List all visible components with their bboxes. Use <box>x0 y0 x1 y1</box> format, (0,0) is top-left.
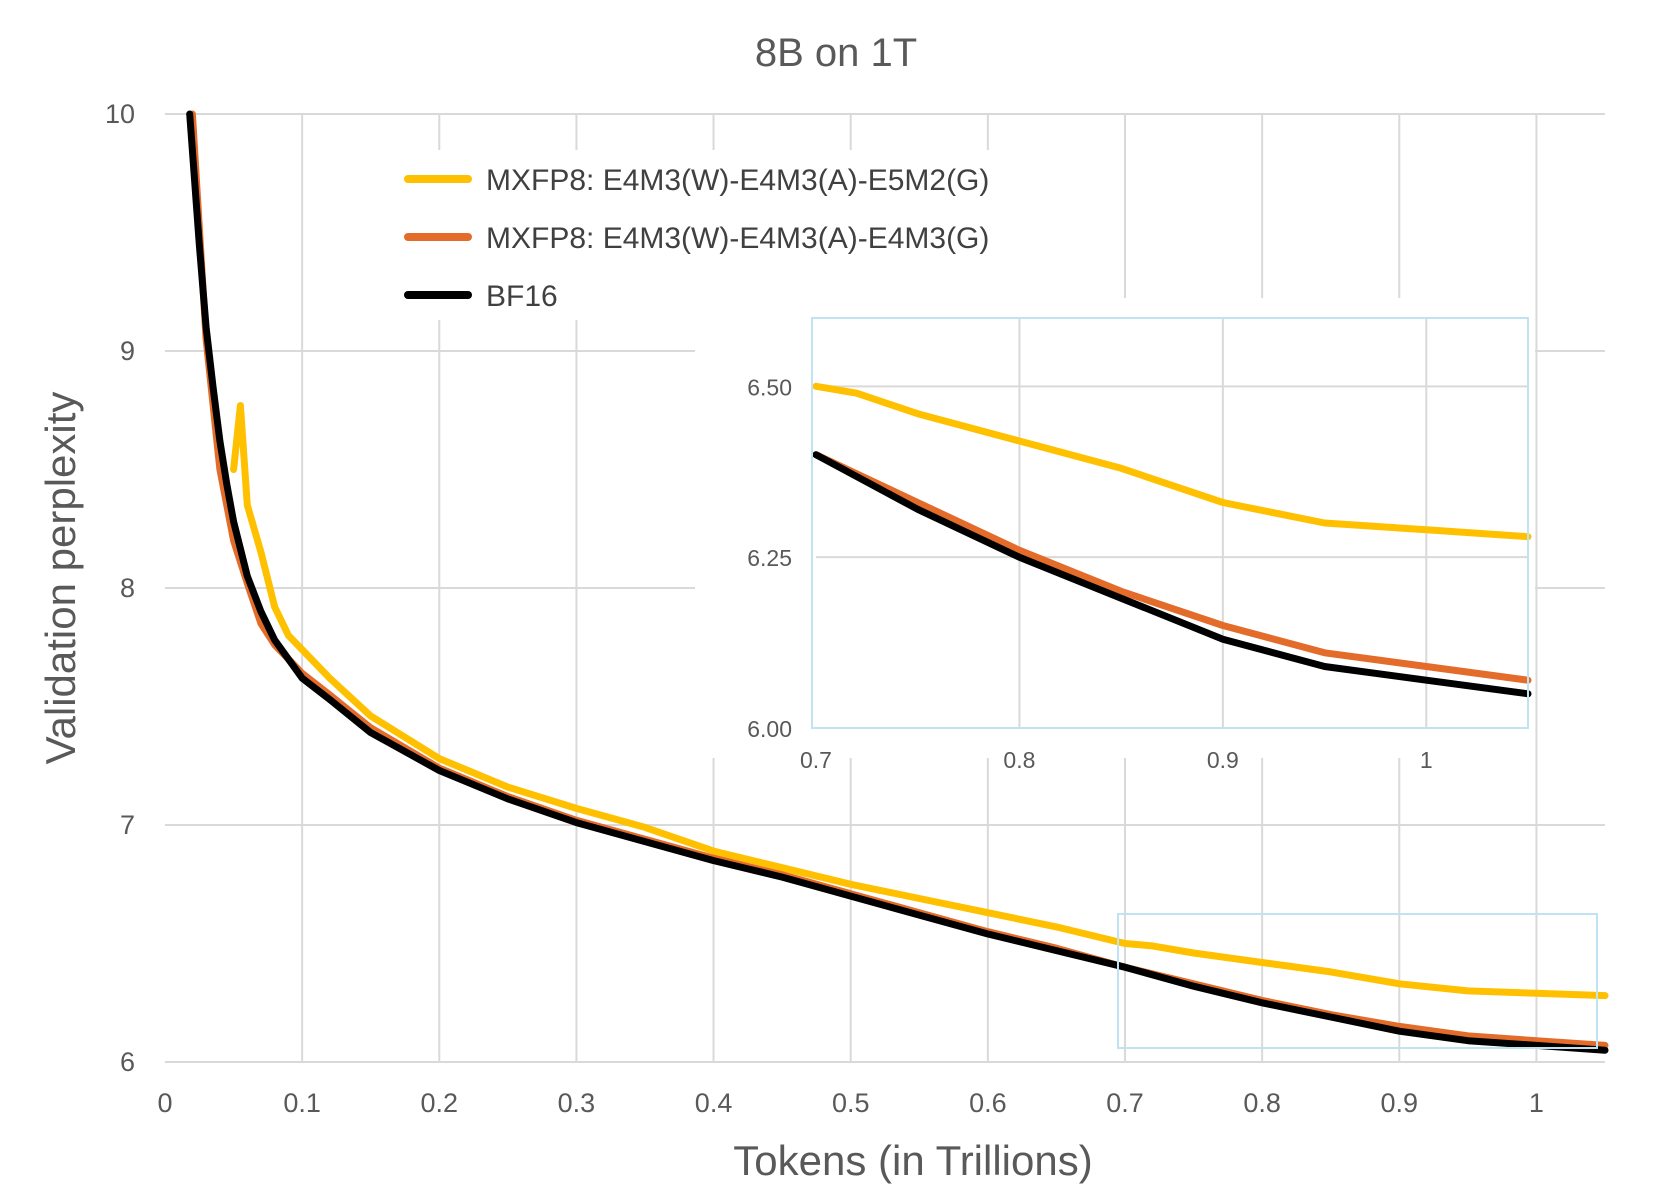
inset-y-tick-6-25: 6.25 <box>747 545 792 571</box>
main-y-tick-9: 9 <box>120 336 135 366</box>
y-axis-label: Validation perplexity <box>37 392 84 765</box>
main-series-mxfp8-e4m3-w-e4m3-a-e5m2-g <box>230 402 1609 1000</box>
inset-series-mxfp8-e4m3-w-e4m3-a-e5m2-g <box>812 382 1532 541</box>
legend-label-e5m2: MXFP8: E4M3(W)-E4M3(A)-E5M2(G) <box>486 164 989 197</box>
main-x-tick-0-4: 0.4 <box>695 1088 733 1118</box>
main-x-tick-0-7: 0.7 <box>1106 1088 1144 1118</box>
main-y-tick-7: 7 <box>120 810 135 840</box>
main-x-tick-1: 1 <box>1529 1088 1544 1118</box>
inset-y-tick-6-00: 6.00 <box>747 716 792 742</box>
main-y-tick-8: 8 <box>120 573 135 603</box>
main-x-tick-0-8: 0.8 <box>1243 1088 1281 1118</box>
inset-x-tick-labels: 0.7 0.8 0.9 1 <box>800 747 1433 773</box>
legend-label-bf16: BF16 <box>486 280 558 313</box>
x-axis-label: Tokens (in Trillions) <box>733 1137 1092 1184</box>
main-x-tick-0: 0 <box>157 1088 172 1118</box>
inset-x-tick-0-8: 0.8 <box>1003 747 1035 773</box>
inset-y-tick-labels: 6.00 6.25 6.50 <box>747 374 792 742</box>
inset-plot: 6.00 6.25 6.50 0.7 0.8 0.9 1 <box>695 298 1535 773</box>
inset-y-tick-6-50: 6.50 <box>747 374 792 400</box>
main-y-tick-6: 6 <box>120 1047 135 1077</box>
chart-title: 8B on 1T <box>755 31 917 75</box>
main-x-tick-0-1: 0.1 <box>283 1088 321 1118</box>
main-series-lines <box>186 110 1609 1054</box>
main-y-tick-labels: 6 7 8 9 10 <box>105 99 135 1077</box>
inset-series-lines <box>812 382 1532 698</box>
zoom-region-box <box>1117 913 1598 1049</box>
legend: MXFP8: E4M3(W)-E4M3(A)-E5M2(G) MXFP8: E4… <box>398 150 1118 320</box>
main-x-tick-0-2: 0.2 <box>421 1088 459 1118</box>
inset-x-tick-0-7: 0.7 <box>800 747 832 773</box>
main-x-tick-0-3: 0.3 <box>558 1088 596 1118</box>
inset-x-tick-1: 1 <box>1420 747 1433 773</box>
main-x-tick-labels: 0 0.1 0.2 0.3 0.4 0.5 0.6 0.7 0.8 0.9 1 <box>157 1088 1543 1118</box>
inset-series-mxfp8-e4m3-w-e4m3-a-e4m3-g <box>812 451 1532 684</box>
legend-label-e4m3: MXFP8: E4M3(W)-E4M3(A)-E4M3(G) <box>486 222 989 255</box>
main-x-tick-0-6: 0.6 <box>969 1088 1007 1118</box>
legend-background <box>398 150 1118 320</box>
main-series-bf16 <box>186 110 1609 1054</box>
main-x-tick-0-9: 0.9 <box>1381 1088 1419 1118</box>
inset-frame <box>811 317 1529 729</box>
inset-series-bf16 <box>812 451 1532 698</box>
inset-x-tick-0-9: 0.9 <box>1207 747 1239 773</box>
main-x-tick-0-5: 0.5 <box>832 1088 870 1118</box>
main-y-tick-10: 10 <box>105 99 135 129</box>
